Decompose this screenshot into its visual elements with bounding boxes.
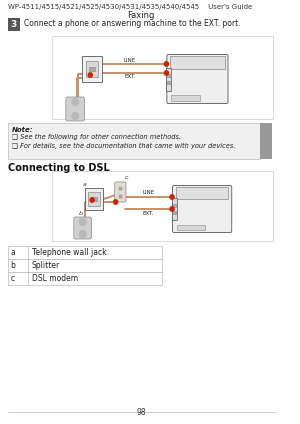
FancyBboxPatch shape <box>167 55 228 103</box>
Bar <box>86 61 98 77</box>
Text: Splitter: Splitter <box>32 261 60 270</box>
Text: WP-4511/4515/4521/4525/4530/4531/4535/4540/4545    User's Guide: WP-4511/4515/4521/4525/4530/4531/4535/45… <box>8 4 252 10</box>
Bar <box>8 272 162 285</box>
Text: Telephone wall jack: Telephone wall jack <box>32 248 106 257</box>
Text: EXT.: EXT. <box>124 75 135 80</box>
Bar <box>167 81 170 84</box>
Bar <box>52 36 273 119</box>
FancyBboxPatch shape <box>74 217 92 239</box>
Circle shape <box>80 231 86 237</box>
FancyBboxPatch shape <box>66 97 85 121</box>
Circle shape <box>72 112 79 120</box>
Bar <box>173 204 176 207</box>
Text: b: b <box>79 211 83 216</box>
Bar <box>8 259 162 272</box>
Text: c: c <box>10 274 14 283</box>
Circle shape <box>80 218 86 226</box>
FancyBboxPatch shape <box>115 182 126 202</box>
Text: ❑ See the following for other connection methods.: ❑ See the following for other connection… <box>12 134 181 140</box>
Text: a: a <box>10 248 15 257</box>
Bar <box>173 211 176 214</box>
Text: a: a <box>83 182 87 187</box>
Bar <box>177 225 205 230</box>
Bar <box>8 18 20 31</box>
Text: ❑ For details, see the documentation that came with your devices.: ❑ For details, see the documentation tha… <box>12 143 236 149</box>
Text: Note:: Note: <box>12 127 34 133</box>
Bar <box>171 95 200 101</box>
Bar <box>176 187 229 199</box>
Text: Faxing: Faxing <box>127 11 155 20</box>
Bar <box>88 192 100 206</box>
Circle shape <box>170 195 174 199</box>
Text: Connect a phone or answering machine to the EXT. port.: Connect a phone or answering machine to … <box>23 20 240 28</box>
Bar <box>170 56 225 69</box>
Bar <box>172 198 177 220</box>
Bar <box>260 123 272 159</box>
Bar <box>119 187 122 190</box>
Text: b: b <box>10 261 15 270</box>
Bar <box>167 74 170 77</box>
Bar <box>82 56 103 82</box>
Circle shape <box>170 207 174 211</box>
Bar <box>89 67 95 71</box>
Text: DSL modem: DSL modem <box>32 274 78 283</box>
Bar <box>167 67 171 90</box>
Bar <box>8 246 162 259</box>
Circle shape <box>164 62 169 66</box>
Circle shape <box>72 98 79 106</box>
Text: LINE: LINE <box>142 190 154 195</box>
Text: 98: 98 <box>136 408 146 417</box>
Bar <box>85 188 104 210</box>
Circle shape <box>90 198 94 202</box>
Text: 3: 3 <box>11 20 17 29</box>
Circle shape <box>88 73 92 77</box>
Bar <box>8 123 260 159</box>
Text: EXT.: EXT. <box>143 211 154 216</box>
Bar <box>91 197 97 201</box>
Text: Connecting to DSL: Connecting to DSL <box>8 163 109 173</box>
Bar <box>52 171 273 241</box>
Bar <box>119 195 122 198</box>
FancyBboxPatch shape <box>172 186 232 232</box>
Text: LINE: LINE <box>124 58 136 62</box>
Text: c: c <box>125 175 128 180</box>
Circle shape <box>164 71 169 75</box>
Circle shape <box>114 200 118 204</box>
